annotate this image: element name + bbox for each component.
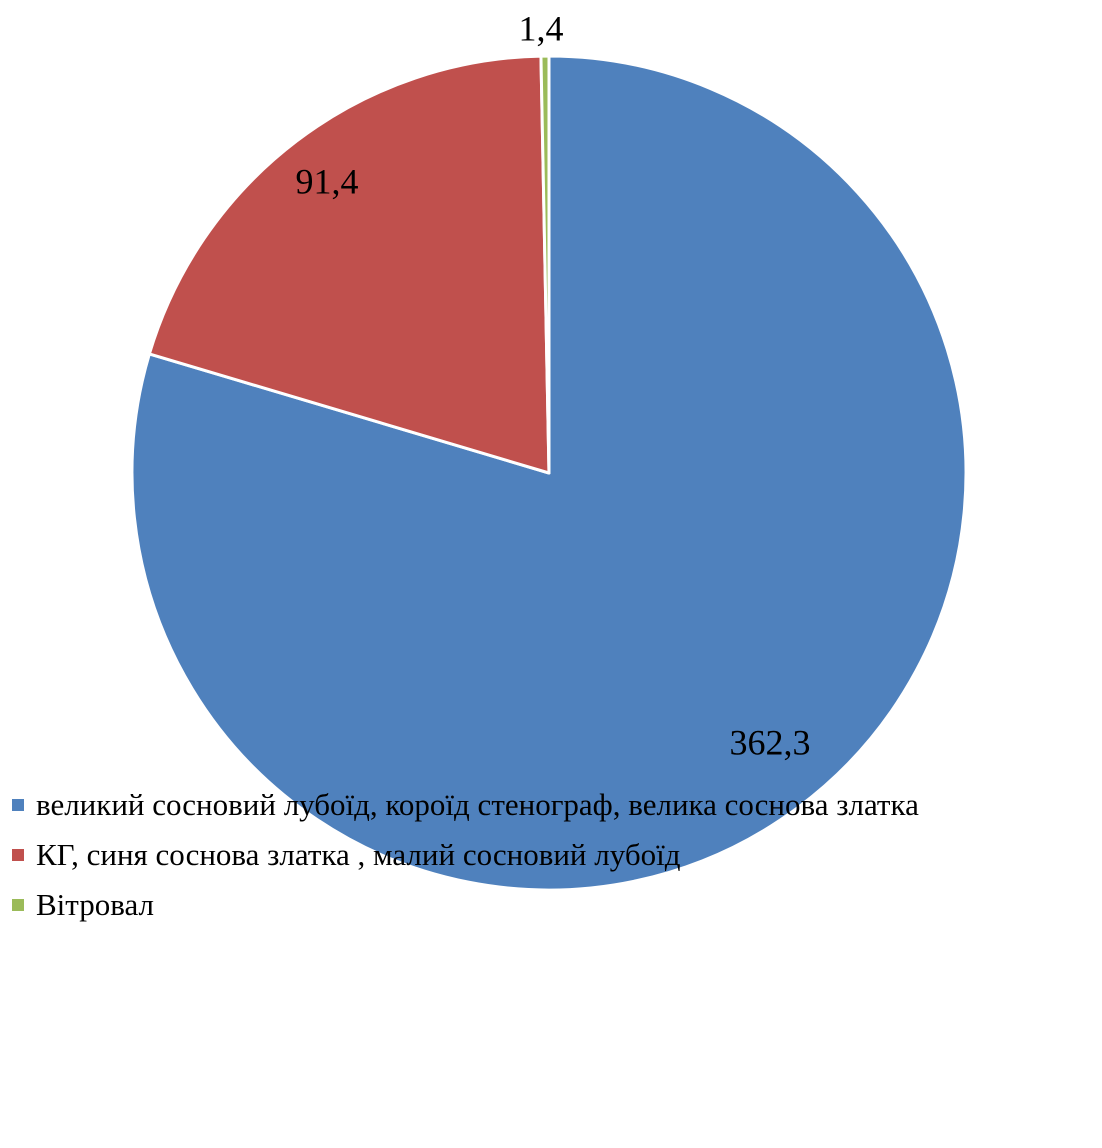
legend-label: КГ, синя соснова златка , малий сосновий… — [36, 837, 681, 872]
pie-slice — [147, 54, 551, 475]
legend-swatch-icon — [12, 849, 24, 861]
data-label: 91,4 — [296, 161, 359, 201]
data-label: 1,4 — [519, 8, 564, 48]
pie-slices — [130, 54, 968, 892]
legend: великий сосновий лубоїд, короїд стеногра… — [12, 780, 919, 930]
legend-item: КГ, синя соснова златка , малий сосновий… — [12, 830, 919, 880]
legend-label: великий сосновий лубоїд, короїд стеногра… — [36, 787, 919, 822]
pie-slice — [130, 54, 968, 892]
data-label: 362,3 — [730, 722, 811, 762]
legend-swatch-icon — [12, 899, 24, 911]
legend-item: великий сосновий лубоїд, короїд стеногра… — [12, 780, 919, 830]
legend-item: Вітровал — [12, 880, 919, 930]
pie-chart: 362,3 91,4 1,4 — [130, 8, 968, 892]
legend-swatch-icon — [12, 799, 24, 811]
data-labels: 362,3 91,4 1,4 — [296, 8, 811, 762]
legend-label: Вітровал — [36, 887, 154, 922]
pie-slice — [539, 54, 551, 475]
